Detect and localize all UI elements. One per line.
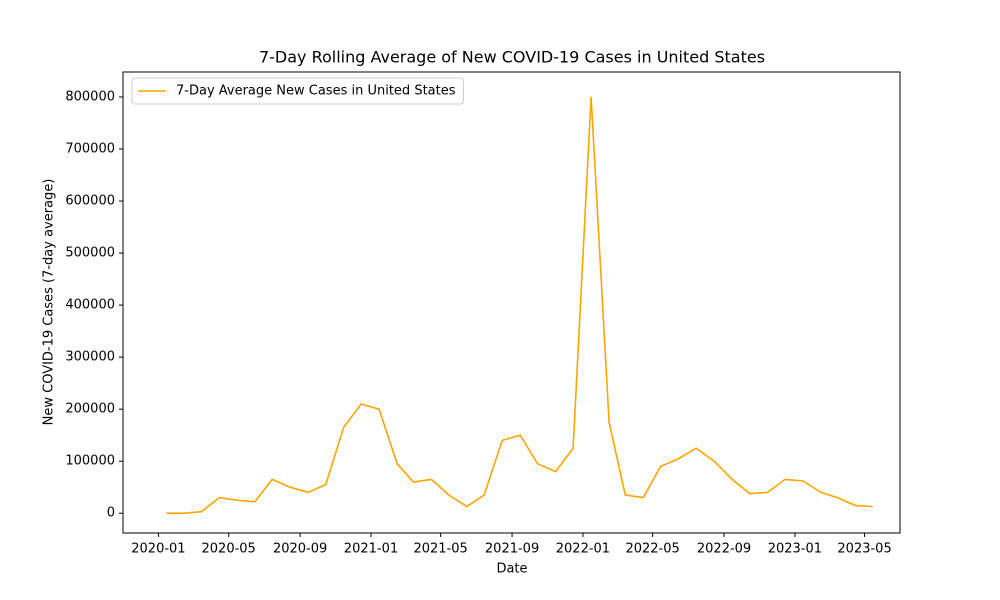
y-tick-label: 600000 (65, 194, 115, 209)
x-tick-label: 2020-09 (273, 542, 327, 557)
x-tick-label: 2022-01 (556, 542, 610, 557)
x-tick-label: 2023-05 (837, 542, 891, 557)
data-line (166, 96, 873, 514)
x-tick-label: 2021-01 (344, 542, 398, 557)
plot-frame (122, 71, 901, 534)
x-tick-label: 2021-09 (485, 542, 539, 557)
x-tick-label: 2020-05 (202, 542, 256, 557)
y-tick-label: 500000 (65, 246, 115, 261)
y-tick-label: 800000 (65, 89, 115, 104)
y-tick-label: 700000 (65, 142, 115, 157)
x-tick-label: 2023-01 (768, 542, 822, 557)
y-axis-label: New COVID-19 Cases (7-day average) (42, 179, 57, 426)
x-tick-label: 2022-09 (697, 542, 751, 557)
y-tick-label: 200000 (65, 402, 115, 417)
x-tick-label: 2020-01 (131, 542, 185, 557)
chart-title: 7-Day Rolling Average of New COVID-19 Ca… (259, 48, 765, 67)
legend-box (131, 77, 464, 105)
x-axis-label: Date (496, 562, 527, 577)
x-tick-label: 2021-05 (413, 542, 467, 557)
y-tick-label: 300000 (65, 350, 115, 365)
legend-label: 7-Day Average New Cases in United States (176, 84, 456, 99)
y-tick-label: 100000 (65, 454, 115, 469)
y-tick-label: 0 (107, 506, 115, 521)
y-tick-label: 400000 (65, 298, 115, 313)
legend: 7-Day Average New Cases in United States (131, 77, 464, 105)
x-tick-label: 2022-05 (625, 542, 679, 557)
